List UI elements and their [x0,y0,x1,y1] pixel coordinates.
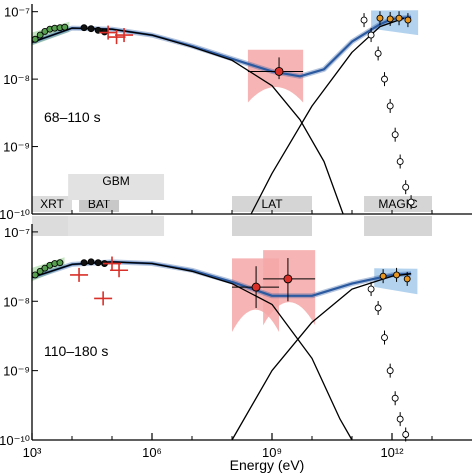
magic-deabsorbed-point [367,31,375,39]
model-total [31,260,412,297]
magic-deabsorbed-point [374,50,382,57]
magic-observed-point [379,272,387,280]
magic-deabsorbed-point [360,16,368,24]
lat-point [251,282,261,292]
magic-deabsorbed-point [402,431,410,438]
band-label-gbm: GBM [102,174,129,188]
magic-deabsorbed-point [396,158,404,165]
magic-deabsorbed-point [374,304,382,312]
bat-point [87,25,95,33]
y-tick-label: 10⁻⁸ [3,294,30,309]
y-tick-label: 10⁻⁸ [3,72,30,87]
xrt-point [61,23,69,31]
magic-deabsorbed-point [391,394,399,402]
band-lat-lower [232,216,312,236]
magic-deabsorbed-point [386,102,394,110]
bat-point [80,259,88,267]
xrt-point [36,267,44,275]
bat-point [87,258,95,266]
xrt-point [56,259,64,267]
magic-observed-point [404,16,412,24]
band-label-bat: BAT [88,197,111,211]
xrt-point [31,35,39,43]
bat-point [80,24,88,32]
band-magic-lower [364,216,432,236]
magic-deabsorbed-point [402,183,410,191]
band-gbm [68,174,165,200]
x-tick-label: 10¹² [380,445,404,460]
lat-butterfly [247,49,304,103]
bat-point [94,259,102,267]
band-label-lat: LAT [261,197,283,211]
band-lat [232,196,312,212]
panel-label-bottom: 110–180 s [44,343,108,359]
y-tick-label: 10⁻⁷ [4,225,30,240]
model-total-glow [31,14,412,79]
x-axis-label: Energy (eV) [230,457,305,473]
x-tick-label: 10⁶ [142,445,162,460]
lat-point [274,66,284,76]
y-tick-label: 10⁻⁹ [3,140,30,155]
magic-observed-point [403,275,411,283]
magic-deabsorbed-point [367,285,375,293]
y-tick-label: 10⁻⁹ [3,364,30,379]
lat-point [283,274,293,284]
magic-deabsorbed-point [381,334,388,341]
model-inverse-compton [250,17,405,215]
y-tick-label: 10⁻¹⁰ [0,207,30,222]
xrt-point [41,264,49,272]
magic-observed-point [395,14,403,22]
band-magic [364,196,432,212]
xrt-point [36,31,44,39]
band-xrt-lower [32,216,72,236]
magic-observed-point [376,14,384,22]
magic-deabsorbed-point [391,131,399,139]
magic-deabsorbed-point [407,198,415,206]
magic-observed-point [393,271,401,279]
magic-deabsorbed-point [381,75,388,83]
band-xrt [32,196,72,212]
band-gbm-lower [68,216,165,236]
y-tick-label: 10⁻⁷ [4,5,30,20]
panel-label-top: 68–110 s [44,109,101,125]
x-tick-label: 10³ [23,445,42,460]
magic-observed-point [386,15,394,23]
y-tick-label: 10⁻¹⁰ [0,433,30,448]
x-tick-label: 10⁹ [262,445,282,460]
magic-deabsorbed-point [386,367,394,375]
lat-butterfly [263,250,316,326]
magic-deabsorbed-point [396,415,404,423]
model-total [31,16,412,78]
band-label-xrt: XRT [40,197,64,211]
